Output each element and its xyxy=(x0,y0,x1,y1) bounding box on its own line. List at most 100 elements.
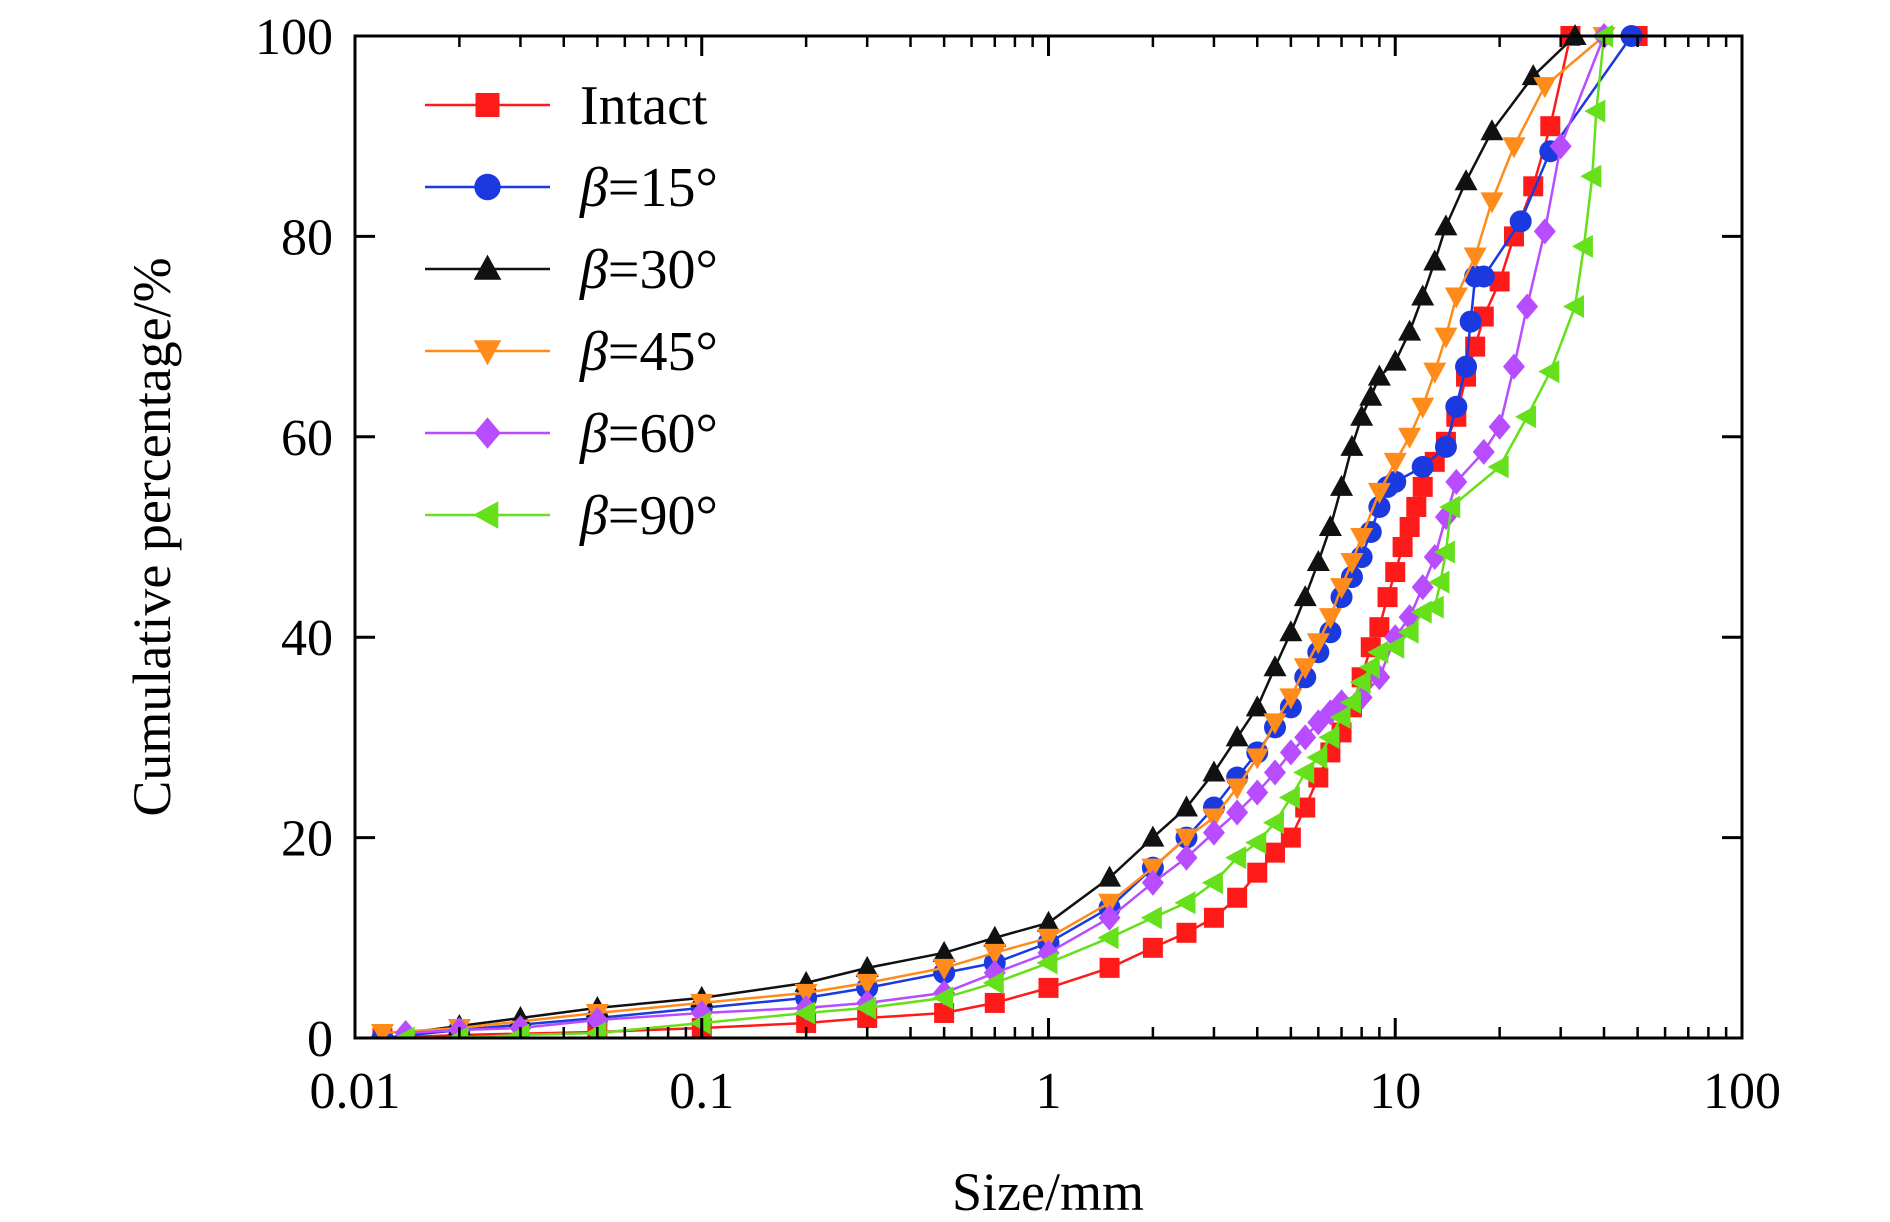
data-point xyxy=(1350,404,1374,426)
data-point xyxy=(1293,585,1317,607)
data-point xyxy=(1369,617,1390,638)
legend-label: β=45° xyxy=(579,321,718,383)
data-point xyxy=(1384,470,1407,493)
legend-item: Intact xyxy=(425,75,708,137)
data-point xyxy=(1330,474,1354,496)
data-point xyxy=(1280,827,1301,848)
data-point xyxy=(1538,360,1560,384)
data-point xyxy=(1571,234,1593,258)
data-point xyxy=(1472,438,1495,465)
data-point xyxy=(1423,249,1447,271)
data-point xyxy=(1533,218,1556,245)
legend: Intact β=15° β=30° β=45° β=60° β=90° xyxy=(425,75,718,547)
legend-marker xyxy=(474,417,501,449)
legend-item: β=60° xyxy=(425,403,718,465)
data-point xyxy=(855,955,879,977)
data-point xyxy=(1225,725,1249,747)
legend-marker xyxy=(474,173,501,201)
data-point xyxy=(794,1001,816,1025)
series-0 xyxy=(372,26,1648,1038)
legend-marker xyxy=(473,340,502,366)
legend-item: β=15° xyxy=(425,157,718,219)
data-point xyxy=(1318,608,1342,630)
data-point xyxy=(1329,705,1351,729)
data-point xyxy=(1174,891,1196,915)
data-point xyxy=(447,1026,469,1038)
data-point xyxy=(1445,468,1468,495)
data-point xyxy=(1367,364,1391,386)
data-point xyxy=(1350,528,1374,549)
data-point xyxy=(1444,287,1468,309)
data-point xyxy=(1318,514,1342,536)
data-point xyxy=(1202,819,1225,846)
data-point xyxy=(1367,640,1389,664)
data-point xyxy=(1306,745,1328,769)
data-point xyxy=(1397,620,1419,644)
series-3 xyxy=(370,27,1616,1038)
legend-marker xyxy=(475,93,500,117)
series-1 xyxy=(371,25,1643,1038)
data-point xyxy=(1398,427,1422,449)
legend-label: Intact xyxy=(580,75,708,137)
y-tick-label: 60 xyxy=(281,410,333,467)
data-point xyxy=(1411,284,1435,306)
data-point xyxy=(1411,574,1434,601)
data-point xyxy=(1385,562,1406,583)
data-point xyxy=(1294,724,1317,751)
data-point xyxy=(1279,739,1302,766)
x-tick-label: 1 xyxy=(1036,1063,1062,1120)
data-point xyxy=(1439,495,1461,519)
data-point xyxy=(934,1002,955,1023)
data-point xyxy=(1406,496,1427,517)
data-point xyxy=(1293,658,1317,680)
data-point xyxy=(393,1026,415,1038)
data-point xyxy=(1098,904,1121,931)
data-point xyxy=(1227,887,1248,908)
data-point xyxy=(1459,310,1482,333)
data-point xyxy=(1264,759,1287,786)
data-point xyxy=(1434,327,1458,349)
legend-marker xyxy=(473,501,499,529)
legend-item: β=45° xyxy=(425,321,718,383)
y-tick-label: 100 xyxy=(255,9,333,66)
data-point xyxy=(1377,587,1398,608)
data-point xyxy=(1174,828,1198,850)
data-point xyxy=(1411,397,1435,419)
x-axis-title: Size/mm xyxy=(952,1162,1144,1217)
data-point xyxy=(1141,869,1164,896)
data-point xyxy=(1246,779,1269,806)
data-point xyxy=(1502,353,1525,380)
data-point xyxy=(1502,137,1526,159)
data-point xyxy=(1516,293,1539,320)
data-point xyxy=(1279,688,1303,710)
legend-marker xyxy=(473,254,502,280)
series-line xyxy=(382,35,1605,1035)
data-point xyxy=(1038,977,1059,998)
data-point xyxy=(1533,77,1557,99)
axes-layer: 0.01 0.1 1 10 100 0 20 40 60 80 100 xyxy=(255,9,1781,1120)
data-point xyxy=(1465,336,1486,357)
data-point xyxy=(1434,503,1457,530)
data-point xyxy=(370,1023,394,1038)
data-point xyxy=(1306,633,1330,655)
data-point xyxy=(932,958,956,980)
data-point xyxy=(1487,455,1509,479)
data-point xyxy=(1225,778,1249,800)
data-point xyxy=(1036,951,1058,975)
data-point xyxy=(1398,319,1422,341)
data-point xyxy=(1330,578,1354,600)
plot-series-layer xyxy=(370,23,1648,1038)
data-point xyxy=(1097,926,1119,950)
data-point xyxy=(1454,169,1478,191)
data-point xyxy=(1263,713,1287,735)
data-point xyxy=(1584,99,1606,123)
x-tick-label: 10 xyxy=(1369,1063,1421,1120)
data-point xyxy=(1245,695,1269,717)
data-point xyxy=(1142,937,1163,958)
data-point xyxy=(1278,786,1300,810)
y-tick-label: 20 xyxy=(281,811,333,868)
series-4 xyxy=(394,23,1616,1038)
data-point xyxy=(1540,116,1561,137)
data-point xyxy=(1265,842,1286,863)
